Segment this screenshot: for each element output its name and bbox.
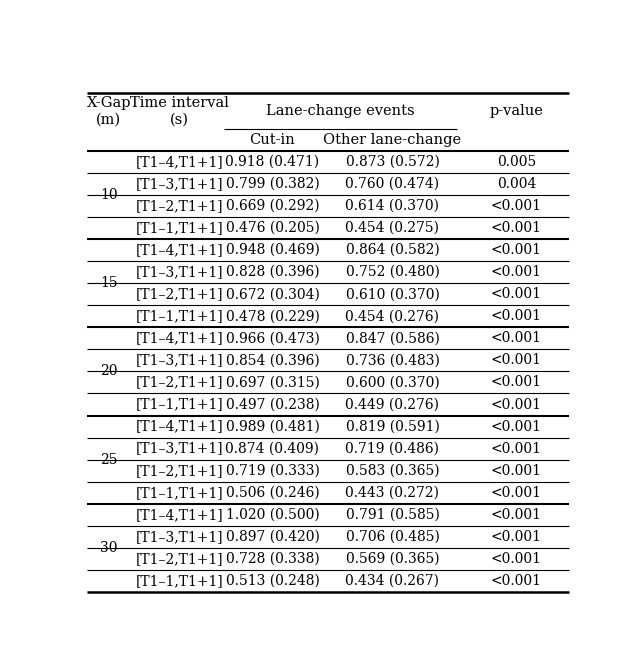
- Text: 30: 30: [100, 541, 118, 555]
- Text: 0.005: 0.005: [497, 155, 536, 169]
- Text: [T1–2,T1+1]: [T1–2,T1+1]: [136, 376, 223, 389]
- Text: Cut-in: Cut-in: [250, 133, 295, 147]
- Text: [T1–3,T1+1]: [T1–3,T1+1]: [136, 530, 223, 544]
- Text: 0.828 (0.396): 0.828 (0.396): [226, 265, 319, 279]
- Text: <0.001: <0.001: [491, 265, 542, 279]
- Text: <0.001: <0.001: [491, 508, 542, 522]
- Text: [T1–4,T1+1]: [T1–4,T1+1]: [135, 508, 223, 522]
- Text: [T1–1,T1+1]: [T1–1,T1+1]: [135, 221, 223, 235]
- Text: 10: 10: [100, 188, 118, 202]
- Text: 0.799 (0.382): 0.799 (0.382): [225, 177, 319, 191]
- Text: 0.719 (0.333): 0.719 (0.333): [225, 464, 319, 478]
- Text: 0.854 (0.396): 0.854 (0.396): [225, 354, 319, 368]
- Text: 0.874 (0.409): 0.874 (0.409): [225, 442, 319, 456]
- Text: 0.819 (0.591): 0.819 (0.591): [346, 419, 440, 433]
- Text: 0.736 (0.483): 0.736 (0.483): [346, 354, 440, 368]
- Text: 0.847 (0.586): 0.847 (0.586): [346, 331, 440, 346]
- Text: <0.001: <0.001: [491, 331, 542, 346]
- Text: 0.506 (0.246): 0.506 (0.246): [225, 486, 319, 500]
- Text: 0.989 (0.481): 0.989 (0.481): [225, 419, 319, 433]
- Text: 0.669 (0.292): 0.669 (0.292): [226, 199, 319, 213]
- Text: <0.001: <0.001: [491, 486, 542, 500]
- Text: 0.513 (0.248): 0.513 (0.248): [225, 574, 319, 588]
- Text: 0.434 (0.267): 0.434 (0.267): [346, 574, 440, 588]
- Text: p-value: p-value: [490, 104, 543, 118]
- Text: 0.948 (0.469): 0.948 (0.469): [225, 243, 319, 257]
- Text: 1.020 (0.500): 1.020 (0.500): [225, 508, 319, 522]
- Text: <0.001: <0.001: [491, 354, 542, 368]
- Text: 0.443 (0.272): 0.443 (0.272): [346, 486, 440, 500]
- Text: <0.001: <0.001: [491, 309, 542, 323]
- Text: [T1–4,T1+1]: [T1–4,T1+1]: [135, 419, 223, 433]
- Text: [T1–1,T1+1]: [T1–1,T1+1]: [135, 574, 223, 588]
- Text: Lane-change events: Lane-change events: [266, 104, 415, 118]
- Text: 0.752 (0.480): 0.752 (0.480): [346, 265, 440, 279]
- Text: 0.449 (0.276): 0.449 (0.276): [346, 397, 440, 411]
- Text: 25: 25: [100, 453, 118, 466]
- Text: [T1–3,T1+1]: [T1–3,T1+1]: [136, 177, 223, 191]
- Text: 0.478 (0.229): 0.478 (0.229): [225, 309, 319, 323]
- Text: [T1–4,T1+1]: [T1–4,T1+1]: [135, 331, 223, 346]
- Text: [T1–3,T1+1]: [T1–3,T1+1]: [136, 354, 223, 368]
- Text: 0.864 (0.582): 0.864 (0.582): [346, 243, 439, 257]
- Text: 0.454 (0.275): 0.454 (0.275): [346, 221, 440, 235]
- Text: X-Gap
(m): X-Gap (m): [86, 96, 131, 126]
- Text: 15: 15: [100, 276, 118, 290]
- Text: 0.583 (0.365): 0.583 (0.365): [346, 464, 439, 478]
- Text: 0.610 (0.370): 0.610 (0.370): [346, 287, 440, 301]
- Text: [T1–3,T1+1]: [T1–3,T1+1]: [136, 442, 223, 456]
- Text: [T1–2,T1+1]: [T1–2,T1+1]: [136, 287, 223, 301]
- Text: <0.001: <0.001: [491, 552, 542, 566]
- Text: [T1–2,T1+1]: [T1–2,T1+1]: [136, 199, 223, 213]
- Text: 0.454 (0.276): 0.454 (0.276): [346, 309, 440, 323]
- Text: 0.600 (0.370): 0.600 (0.370): [346, 376, 439, 389]
- Text: 0.873 (0.572): 0.873 (0.572): [346, 155, 440, 169]
- Text: <0.001: <0.001: [491, 574, 542, 588]
- Text: 0.728 (0.338): 0.728 (0.338): [225, 552, 319, 566]
- Text: 0.697 (0.315): 0.697 (0.315): [225, 376, 319, 389]
- Text: 0.791 (0.585): 0.791 (0.585): [346, 508, 440, 522]
- Text: <0.001: <0.001: [491, 376, 542, 389]
- Text: <0.001: <0.001: [491, 442, 542, 456]
- Text: Other lane-change: Other lane-change: [323, 133, 461, 147]
- Text: 0.004: 0.004: [497, 177, 536, 191]
- Text: <0.001: <0.001: [491, 530, 542, 544]
- Text: <0.001: <0.001: [491, 397, 542, 411]
- Text: 20: 20: [100, 364, 118, 378]
- Text: 0.476 (0.205): 0.476 (0.205): [225, 221, 319, 235]
- Text: 0.760 (0.474): 0.760 (0.474): [346, 177, 440, 191]
- Text: <0.001: <0.001: [491, 243, 542, 257]
- Text: 0.966 (0.473): 0.966 (0.473): [225, 331, 319, 346]
- Text: <0.001: <0.001: [491, 419, 542, 433]
- Text: 0.614 (0.370): 0.614 (0.370): [346, 199, 440, 213]
- Text: 0.918 (0.471): 0.918 (0.471): [225, 155, 319, 169]
- Text: [T1–2,T1+1]: [T1–2,T1+1]: [136, 552, 223, 566]
- Text: [T1–4,T1+1]: [T1–4,T1+1]: [135, 243, 223, 257]
- Text: [T1–3,T1+1]: [T1–3,T1+1]: [136, 265, 223, 279]
- Text: [T1–2,T1+1]: [T1–2,T1+1]: [136, 464, 223, 478]
- Text: [T1–1,T1+1]: [T1–1,T1+1]: [135, 397, 223, 411]
- Text: [T1–4,T1+1]: [T1–4,T1+1]: [135, 155, 223, 169]
- Text: 0.497 (0.238): 0.497 (0.238): [225, 397, 319, 411]
- Text: 0.706 (0.485): 0.706 (0.485): [346, 530, 440, 544]
- Text: [T1–1,T1+1]: [T1–1,T1+1]: [135, 486, 223, 500]
- Text: <0.001: <0.001: [491, 221, 542, 235]
- Text: Time interval
(s): Time interval (s): [130, 96, 228, 126]
- Text: <0.001: <0.001: [491, 464, 542, 478]
- Text: 0.569 (0.365): 0.569 (0.365): [346, 552, 439, 566]
- Text: 0.672 (0.304): 0.672 (0.304): [225, 287, 319, 301]
- Text: 0.897 (0.420): 0.897 (0.420): [225, 530, 319, 544]
- Text: [T1–1,T1+1]: [T1–1,T1+1]: [135, 309, 223, 323]
- Text: <0.001: <0.001: [491, 287, 542, 301]
- Text: 0.719 (0.486): 0.719 (0.486): [346, 442, 440, 456]
- Text: <0.001: <0.001: [491, 199, 542, 213]
